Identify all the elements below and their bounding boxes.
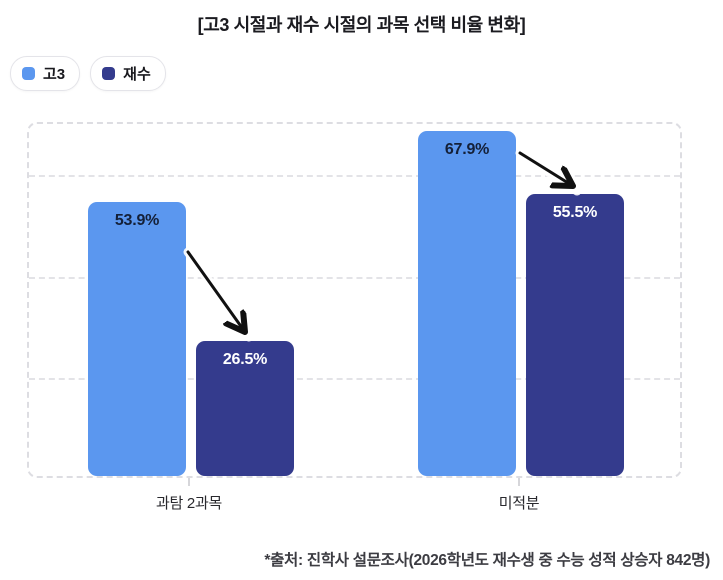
bar-고3-과탐 2과목: 53.9% (88, 202, 186, 476)
legend-swatch-jaesu-icon (102, 67, 116, 80)
plot-area: 53.9% 26.5% 67.9% 55.5% (27, 122, 682, 478)
legend-label-go3: 고3 (43, 66, 66, 83)
legend-swatch-go3-icon (22, 67, 35, 80)
bar-재수-과탐 2과목: 26.5% (196, 341, 294, 476)
legend: 고3 재수 (10, 56, 166, 91)
grid-line-40 (29, 276, 680, 279)
bar-고3-미적분: 67.9% (418, 131, 516, 476)
bar-value-label: 55.5% (552, 204, 598, 221)
chart-area: 53.9% 26.5% 67.9% 55.5% 과탐 2과목 미적분 (27, 122, 682, 552)
legend-label-jaesu: 재수 (123, 66, 151, 83)
category-label-0: 과탐 2과목 (156, 495, 222, 512)
legend-item-jaesu: 재수 (90, 56, 166, 91)
bar-value-label: 26.5% (222, 351, 268, 368)
category-label-1: 미적분 (498, 495, 540, 512)
bar-value-label: 53.9% (114, 212, 160, 229)
chart-title: [고3 시절과 재수 시절의 과목 선택 비율 변화] (197, 15, 526, 35)
bar-value-label: 67.9% (444, 141, 490, 158)
axis-tick-0 (188, 478, 190, 486)
source-note: *출처: 진학사 설문조사(2026학년도 재수생 중 수능 성적 상승자 84… (264, 552, 710, 569)
axis-tick-1 (518, 478, 520, 486)
bar-재수-미적분: 55.5% (526, 194, 624, 476)
legend-item-go3: 고3 (10, 56, 81, 91)
grid-line-60 (29, 174, 680, 177)
grid-line-20 (29, 378, 680, 381)
